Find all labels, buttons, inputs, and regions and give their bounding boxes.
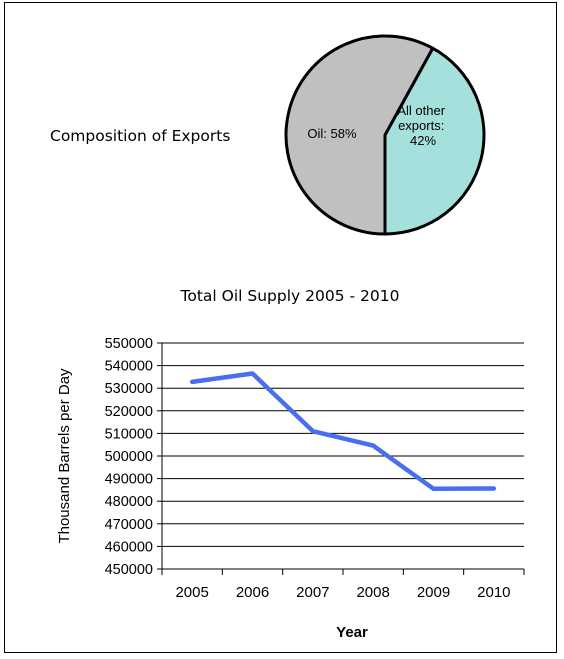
y-tick-label: 470000 — [105, 517, 153, 533]
pie-slice-label-other-line3: 42% — [410, 133, 436, 148]
figure-frame: Composition of Exports Oil: 58% All othe… — [4, 2, 557, 653]
y-tick-label: 490000 — [105, 472, 153, 488]
x-tick-label: 2005 — [175, 584, 208, 601]
x-tick-label: 2009 — [417, 584, 450, 601]
figure-canvas: Composition of Exports Oil: 58% All othe… — [50, 34, 525, 641]
x-tick-label: 2010 — [477, 584, 510, 601]
pie-slice-oil — [284, 34, 435, 236]
y-tick-label: 550000 — [105, 336, 153, 352]
line-chart: Total Oil Supply 2005 - 2010 450000 46000… — [56, 287, 525, 641]
line-chart-title: Total Oil Supply 2005 - 2010 — [180, 287, 400, 305]
pie-slice-other — [383, 46, 486, 236]
pie-chart: Composition of Exports Oil: 58% All othe… — [50, 34, 486, 236]
y-axis-tick-labels: 450000 460000 470000 480000 490000 500000 5100… — [105, 336, 162, 578]
x-tick-label: 2008 — [356, 584, 389, 601]
pie-chart-title: Composition of Exports — [50, 127, 230, 145]
x-tick-label: 2007 — [296, 584, 329, 601]
x-axis-tick-labels: 2005 2006 2007 2008 2009 2010 — [161, 569, 525, 601]
x-tick-label: 2006 — [236, 584, 269, 601]
pie-slice-label-other-line1: All other — [397, 103, 445, 118]
pie-slices — [284, 34, 486, 236]
pie-slice-label-oil: Oil: 58% — [307, 126, 357, 141]
line-chart-gridlines — [162, 342, 524, 547]
y-tick-label: 510000 — [105, 426, 153, 442]
series-line — [189, 371, 497, 492]
y-axis-label: Thousand Barrels per Day — [56, 368, 73, 544]
x-axis-label: Year — [336, 624, 368, 641]
line-series — [189, 371, 497, 492]
pie-slice-label-other-line2: exports: — [398, 118, 444, 133]
y-tick-label: 460000 — [105, 539, 153, 555]
y-tick-label: 500000 — [105, 449, 153, 465]
y-tick-label: 530000 — [105, 381, 153, 397]
pie-slice-label-other: All other exports: 42% — [397, 103, 448, 148]
y-tick-label: 520000 — [105, 404, 153, 420]
y-tick-label: 480000 — [105, 494, 153, 510]
y-tick-label: 450000 — [105, 562, 153, 578]
y-tick-label: 540000 — [105, 359, 153, 375]
